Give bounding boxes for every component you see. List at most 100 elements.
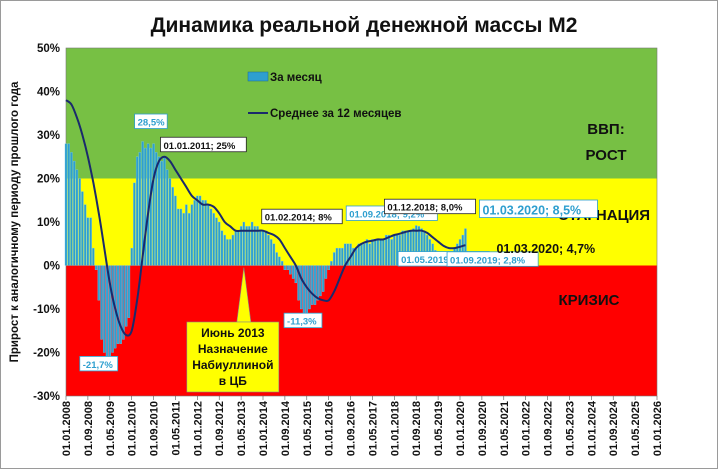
bar xyxy=(64,143,68,266)
bar xyxy=(321,265,325,292)
bar xyxy=(193,200,196,266)
bar xyxy=(218,221,221,266)
bar xyxy=(382,239,385,266)
x-tick-label: 01.05.2015 xyxy=(302,401,314,456)
bar xyxy=(190,204,194,266)
bar xyxy=(237,230,240,266)
bar xyxy=(168,178,172,266)
bar xyxy=(160,160,163,266)
bar xyxy=(179,208,183,266)
bar xyxy=(335,247,339,266)
bar xyxy=(212,213,215,266)
bar xyxy=(207,204,210,266)
bar xyxy=(89,217,92,266)
average-line xyxy=(65,99,466,337)
bar xyxy=(371,239,374,266)
bar xyxy=(286,265,289,270)
y-tick-label: 40% xyxy=(37,87,60,99)
legend-label-bar: За месяц xyxy=(270,72,322,84)
legend-swatch-bar xyxy=(247,71,269,82)
bar xyxy=(86,217,90,266)
data-label-box xyxy=(283,312,323,329)
x-tick-label: 01.05.2009 xyxy=(105,401,117,456)
callout-line: Назначение xyxy=(198,342,268,356)
callout-line: в ЦБ xyxy=(219,374,247,388)
bar xyxy=(316,265,319,301)
x-tick-label: 01.01.2024 xyxy=(586,400,598,456)
bar xyxy=(267,234,270,266)
x-tick-label: 01.09.2020 xyxy=(477,401,489,456)
bar xyxy=(256,226,259,266)
bar xyxy=(248,226,251,266)
bar xyxy=(119,265,122,344)
y-ticks: 50% 40% 30% 20% 10% 0% -10% -20% -30% xyxy=(33,43,60,403)
x-tick-label: 01.01.2016 xyxy=(324,401,336,456)
bar xyxy=(155,152,158,266)
bar xyxy=(70,152,73,266)
bar xyxy=(149,147,153,266)
line-series xyxy=(65,99,466,337)
bar xyxy=(330,260,333,266)
bar xyxy=(283,265,287,270)
data-label: 01.09.2018; 9,2% xyxy=(349,209,425,220)
bar xyxy=(196,195,199,266)
bar xyxy=(272,243,276,266)
y-tick-label: 30% xyxy=(37,130,60,142)
bar xyxy=(111,265,114,353)
x-tick-label: 01.01.2014 xyxy=(258,400,270,456)
x-tick-label: 01.01.2010 xyxy=(127,401,139,456)
bar xyxy=(245,226,248,266)
bar xyxy=(376,239,380,266)
bar xyxy=(176,208,180,266)
bar xyxy=(100,265,103,340)
y-tick-label: -10% xyxy=(33,304,60,316)
bar xyxy=(242,221,246,266)
bar xyxy=(275,252,278,266)
zone-label-crisis: КРИЗИС xyxy=(559,292,620,309)
bar xyxy=(231,234,235,266)
bar xyxy=(78,178,81,266)
bar xyxy=(75,169,79,266)
bar xyxy=(144,147,147,266)
x-tick-label: 01.09.2022 xyxy=(543,401,555,456)
bar xyxy=(220,230,224,266)
bar xyxy=(166,169,169,266)
bar xyxy=(223,234,226,266)
bar xyxy=(201,200,205,266)
data-label-box xyxy=(446,251,539,267)
data-label: -21,7% xyxy=(83,360,114,371)
bar xyxy=(387,234,391,266)
x-tick-label: 01.09.2018 xyxy=(411,401,423,456)
x-tick-label: 01.09.2024 xyxy=(608,400,620,456)
bar xyxy=(280,260,284,266)
bar xyxy=(311,265,314,305)
bar xyxy=(103,265,106,353)
bar xyxy=(384,234,388,266)
y-axis-label: Прирост к аналогичному периоду прошлого … xyxy=(9,81,21,362)
x-tick-label: 01.01.2012 xyxy=(192,401,204,456)
data-label: 01.03.2020; 8,5% xyxy=(482,204,581,218)
bar xyxy=(92,247,95,266)
bar xyxy=(289,265,292,275)
y-tick-label: -20% xyxy=(33,348,60,360)
x-tick-label: 01.01.2026 xyxy=(652,401,664,456)
zone-label-vvp: ВВП: xyxy=(587,121,624,138)
bar xyxy=(308,265,311,310)
bar xyxy=(253,226,256,266)
callout-line: Набиуллиной xyxy=(192,358,273,372)
x-tick-label: 01.01.2022 xyxy=(521,401,533,456)
y-tick-label: 10% xyxy=(37,217,60,229)
x-tick-label: 01.05.2013 xyxy=(236,401,248,456)
callout-line: Июнь 2013 xyxy=(201,326,265,340)
bar xyxy=(234,230,237,266)
bar xyxy=(185,204,188,266)
legend-label-line: Среднее за 12 месяцев xyxy=(270,108,402,120)
y-tick-label: 0% xyxy=(43,261,60,273)
data-label: 01.02.2014; 8% xyxy=(265,213,333,224)
bar xyxy=(157,156,161,266)
bar xyxy=(133,182,136,266)
bar xyxy=(324,265,328,279)
bar xyxy=(73,160,76,266)
bar xyxy=(365,239,369,266)
bar xyxy=(83,204,87,266)
